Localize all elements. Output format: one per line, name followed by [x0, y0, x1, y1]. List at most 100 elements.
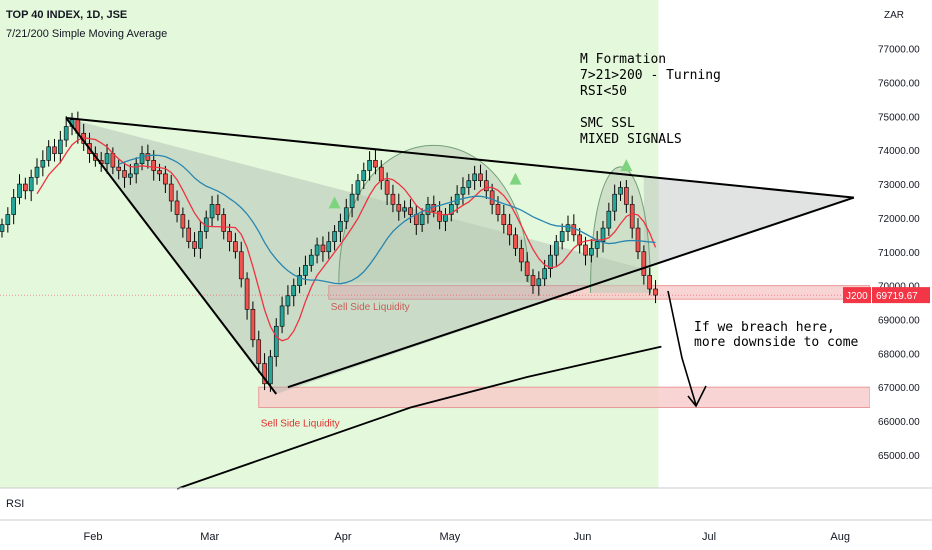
candle	[250, 301, 256, 348]
candle	[314, 237, 320, 264]
y-tick-label: 71000.00	[878, 248, 920, 259]
x-tick-label: Aug	[830, 531, 850, 543]
candle	[145, 144, 151, 169]
y-tick-label: 72000.00	[878, 214, 920, 225]
candle	[530, 269, 536, 294]
sell-side-liquidity-zone	[258, 386, 871, 409]
candle	[349, 184, 355, 218]
candle	[332, 225, 337, 251]
y-tick-label: 76000.00	[878, 78, 920, 89]
candle	[52, 138, 57, 162]
symbol-title[interactable]: TOP 40 INDEX, 1D, JSE	[6, 9, 128, 21]
candle	[594, 230, 600, 258]
candle	[507, 213, 512, 246]
trendline	[287, 196, 855, 389]
candle	[186, 219, 192, 249]
candle	[600, 220, 606, 253]
candle	[244, 272, 250, 320]
sma-7-line	[36, 136, 657, 342]
candle	[209, 195, 215, 227]
candle	[163, 165, 168, 193]
note-mixed-signals: MIXED SIGNALS	[580, 132, 682, 147]
y-tick-label: 67000.00	[878, 383, 920, 394]
y-tick-label: 77000.00	[878, 45, 920, 56]
candle	[238, 241, 244, 288]
candle	[495, 196, 501, 222]
candle	[478, 164, 483, 187]
x-tick-label: Feb	[84, 531, 103, 543]
x-tick-label: May	[439, 531, 460, 543]
symbol-tag-label: J200	[846, 291, 868, 302]
candle	[519, 239, 524, 272]
candle	[256, 330, 262, 373]
m-formation-dome	[590, 166, 652, 293]
candle	[472, 165, 477, 190]
candle	[128, 163, 133, 185]
candle	[227, 223, 232, 252]
indicator-label[interactable]: 7/21/200 Simple Moving Average	[6, 28, 168, 40]
candle	[46, 140, 51, 167]
candle	[396, 193, 402, 221]
note-breach-1: If we breach here,	[694, 320, 835, 335]
y-tick-label: 73000.00	[878, 180, 920, 191]
x-tick-label: Mar	[200, 531, 219, 543]
up-arrow-marker	[509, 172, 522, 185]
x-tick-label: Apr	[334, 531, 351, 543]
note-rsi-rule: RSI<50	[580, 84, 627, 99]
candle	[501, 204, 507, 234]
candle	[23, 177, 28, 200]
candle	[390, 184, 396, 213]
note-ma-cross: 7>21>200 - Turning	[580, 68, 721, 83]
candle	[338, 213, 343, 243]
sma-21-line	[118, 154, 656, 285]
candle	[577, 227, 582, 254]
candle	[40, 150, 46, 177]
candle	[635, 218, 641, 260]
candle	[308, 249, 314, 272]
currency-label: ZAR	[884, 10, 904, 21]
price-tag-label: 69719.67	[876, 291, 918, 302]
candle	[279, 296, 285, 334]
candle	[28, 169, 34, 202]
price-axis	[870, 0, 932, 550]
candle	[653, 280, 658, 304]
candle	[198, 220, 203, 259]
candle	[460, 177, 466, 205]
y-tick-label: 66000.00	[878, 417, 920, 428]
candle	[618, 181, 623, 201]
sma-200-line	[176, 345, 662, 490]
rsi-pane-label[interactable]: RSI	[6, 498, 25, 510]
candle	[408, 199, 413, 223]
note-smc: SMC SSL	[580, 116, 635, 131]
candle	[641, 245, 647, 285]
candle	[34, 158, 40, 185]
y-tick-label: 69000.00	[878, 315, 920, 326]
note-m-formation: M Formation	[580, 52, 667, 67]
candle	[554, 235, 559, 266]
candle	[233, 232, 238, 259]
candle	[262, 353, 267, 391]
candle	[524, 252, 530, 282]
candle	[104, 143, 110, 174]
candle	[373, 149, 378, 175]
candle	[192, 232, 197, 257]
candle	[0, 218, 5, 238]
candle	[326, 231, 332, 259]
candle	[624, 180, 629, 213]
candle	[17, 174, 22, 205]
y-tick-label: 65000.00	[878, 451, 920, 462]
candle	[343, 198, 349, 229]
candle	[484, 170, 489, 199]
sell-liquidity-label-lower: Sell Side Liquidity	[261, 419, 340, 430]
candle	[5, 207, 11, 233]
candle	[361, 162, 367, 190]
candle	[157, 163, 162, 182]
candle	[63, 116, 69, 147]
candle	[291, 278, 297, 307]
y-tick-label: 74000.00	[878, 146, 920, 157]
candle	[466, 173, 472, 195]
candle	[559, 223, 565, 250]
candle	[273, 318, 279, 367]
candle	[122, 161, 127, 188]
